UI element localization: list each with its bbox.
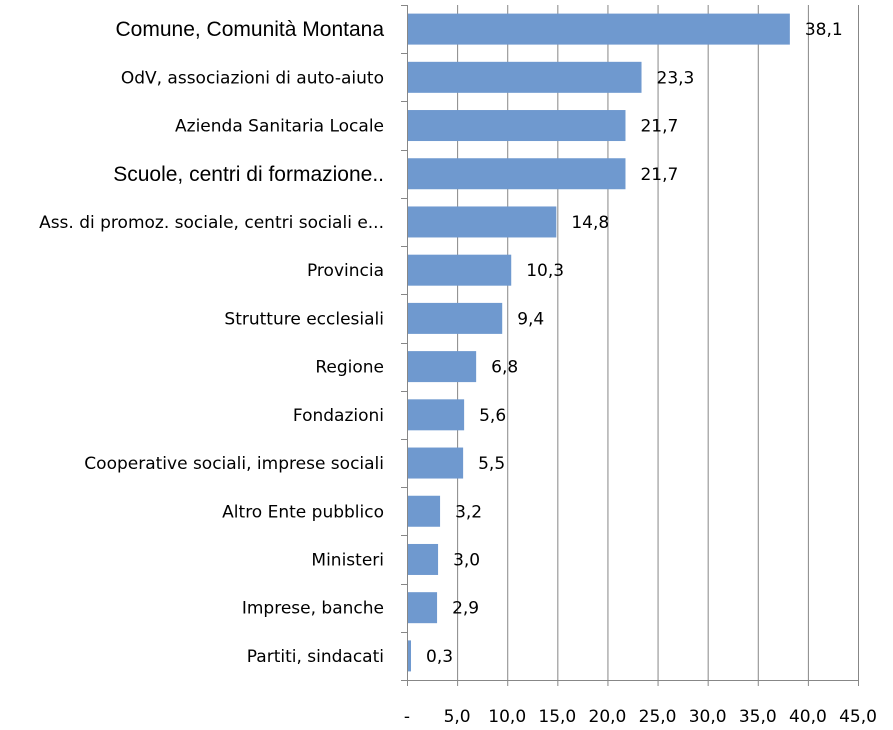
x-tick-label: 5,0: [444, 707, 471, 727]
data-label: 2,9: [452, 599, 479, 619]
data-label: 3,2: [455, 502, 482, 522]
bars: [408, 13, 790, 672]
category-label: Imprese, banche: [242, 599, 384, 619]
category-label: Ass. di promoz. sociale, centri sociali …: [39, 213, 384, 233]
x-tick-label: 30,0: [689, 707, 727, 727]
data-label: 21,7: [640, 117, 678, 137]
data-label: 3,0: [453, 550, 480, 570]
category-label: Regione: [315, 358, 384, 378]
x-tick-label: 40,0: [789, 707, 827, 727]
bar: [408, 61, 642, 93]
data-label: 14,8: [571, 213, 609, 233]
data-label: 21,7: [640, 165, 678, 185]
category-label: Strutture ecclesiali: [224, 309, 384, 329]
category-label: Comune, Comunità Montana: [116, 18, 385, 41]
x-tick-label: 10,0: [488, 707, 526, 727]
category-label: Fondazioni: [293, 406, 384, 426]
bar: [408, 110, 626, 142]
bar: [408, 302, 503, 334]
x-tick-label: 35,0: [739, 707, 777, 727]
data-label: 0,3: [426, 647, 453, 667]
data-label: 9,4: [517, 309, 544, 329]
bar: [408, 254, 512, 286]
category-label: Ministeri: [311, 550, 384, 570]
bar: [408, 495, 441, 527]
x-tick-labels: - 5,0 10,0 15,0 20,0 25,0 30,0 35,0 40,0 45,0: [404, 707, 877, 727]
x-tick-label: 20,0: [589, 707, 627, 727]
gridlines: [457, 5, 859, 680]
bar: [408, 543, 439, 575]
bar: [408, 206, 557, 238]
bar: [408, 351, 477, 383]
axes: [401, 5, 859, 686]
category-label: Cooperative sociali, imprese sociali: [84, 454, 384, 474]
data-label: 38,1: [805, 20, 843, 40]
category-label: Azienda Sanitaria Locale: [175, 117, 384, 137]
data-label: 6,8: [491, 358, 518, 378]
bar: [408, 13, 790, 45]
data-label: 23,3: [657, 68, 695, 88]
bar: [408, 158, 626, 190]
category-label: Altro Ente pubblico: [222, 502, 384, 522]
data-label: 5,5: [478, 454, 505, 474]
category-label: Scuole, centri di formazione..: [113, 163, 384, 186]
x-tick-label: 45,0: [839, 707, 877, 727]
bar: [408, 447, 464, 479]
value-labels: 38,1 23,3 21,7 21,7 14,8 10,3 9,4 6,8 5,6 5,5 3,2 3…: [426, 20, 843, 667]
x-tick-label: 15,0: [538, 707, 576, 727]
bar: [408, 399, 465, 431]
bar: [408, 592, 438, 624]
category-label: Partiti, sindacati: [247, 647, 384, 667]
data-label: 5,6: [479, 406, 506, 426]
x-tick-label: 25,0: [639, 707, 677, 727]
data-label: 10,3: [526, 261, 564, 281]
category-labels: Comune, Comunità Montana OdV, associazion…: [39, 18, 384, 667]
bar: [408, 640, 412, 672]
category-label: OdV, associazioni di auto-aiuto: [121, 68, 384, 88]
x-tick-label: -: [404, 707, 410, 727]
category-label: Provincia: [307, 261, 384, 281]
